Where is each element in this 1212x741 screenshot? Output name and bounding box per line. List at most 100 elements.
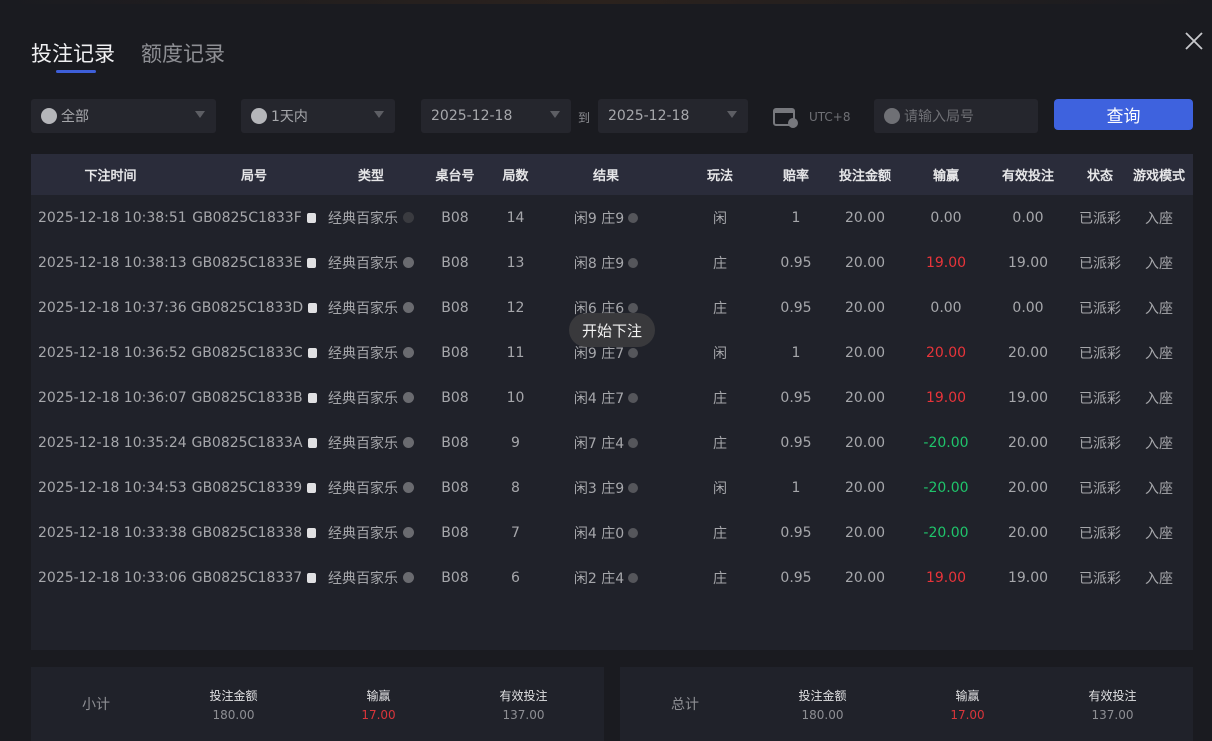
cell-game-type: 经典百家乐 (318, 478, 424, 498)
win-loss-text: -20.00 (923, 434, 969, 451)
copy-icon[interactable] (307, 572, 317, 583)
round-id-text: GB0825C1833E (191, 254, 303, 271)
table-no-text: B08 (441, 254, 469, 271)
win-loss-text: 20.00 (925, 344, 967, 361)
info-icon[interactable] (628, 257, 639, 268)
cell-game-type: 经典百家乐 (318, 388, 424, 408)
video-icon[interactable] (403, 257, 414, 268)
subtotal-bet-label: 投注金额 (209, 688, 258, 703)
video-icon[interactable] (403, 212, 414, 223)
cell-game-mode: 入座 (1125, 433, 1193, 453)
win-loss-text: 0.00 (930, 299, 962, 316)
cell-table-no: B08 (424, 300, 486, 316)
result-text: 闲3 庄9 (573, 480, 625, 497)
cell-win-loss: -20.00 (911, 525, 981, 541)
video-icon[interactable] (403, 482, 414, 493)
header-round-id: 局号 (240, 169, 267, 184)
result-text: 闲4 庄7 (573, 390, 625, 407)
cell-status: 已派彩 (1075, 478, 1125, 498)
round-count-text: 11 (506, 344, 525, 361)
info-icon[interactable] (628, 302, 639, 313)
cell-table-no: B08 (424, 480, 486, 496)
copy-icon[interactable] (307, 347, 317, 358)
cell-odds: 0.95 (773, 435, 819, 451)
to-label: 到 (578, 111, 591, 125)
copy-icon[interactable] (306, 212, 316, 223)
valid-bet-text: 0.00 (1012, 209, 1044, 226)
info-icon[interactable] (628, 482, 639, 493)
round-count-text: 13 (506, 254, 525, 271)
header-win-loss: 输赢 (932, 169, 959, 184)
video-icon[interactable] (403, 437, 414, 448)
total-win: 17.00 (950, 707, 985, 722)
cell-game-type: 经典百家乐 (318, 568, 424, 588)
video-icon[interactable] (403, 347, 414, 358)
info-icon[interactable] (628, 437, 639, 448)
timezone[interactable]: UTC+8 (773, 106, 850, 128)
cell-bet-type: 庄 (667, 568, 773, 588)
odds-text: 0.95 (780, 434, 812, 451)
cell-odds: 0.95 (773, 390, 819, 406)
copy-icon[interactable] (307, 257, 317, 268)
game-type-text: 经典百家乐 (328, 255, 398, 272)
cell-odds: 1 (773, 480, 819, 496)
bet-amount-text: 20.00 (844, 299, 886, 316)
copy-icon[interactable] (308, 302, 318, 313)
copy-icon[interactable] (307, 482, 317, 493)
cell-result: 闲8 庄9 (545, 253, 667, 273)
cell-game-mode: 入座 (1125, 478, 1193, 498)
info-icon[interactable] (628, 527, 639, 538)
cell-game-type: 经典百家乐 (318, 433, 424, 453)
odds-text: 0.95 (780, 524, 812, 541)
cell-status: 已派彩 (1075, 253, 1125, 273)
video-icon[interactable] (403, 302, 414, 313)
cell-table-no: B08 (424, 210, 486, 226)
game-select[interactable]: 全部 (31, 99, 216, 133)
cell-table-no: B08 (424, 255, 486, 271)
bet-time-text: 2025-12-18 10:38:51 (38, 209, 187, 226)
query-button[interactable]: 查询 (1054, 99, 1193, 130)
status-text: 已派彩 (1079, 525, 1121, 542)
tab-credit-records[interactable]: 额度记录 (141, 42, 225, 66)
round-number-input[interactable]: 请输入局号 (874, 99, 1038, 133)
date-to-picker[interactable]: 2025-12-18 (598, 99, 748, 133)
cell-bet-type: 庄 (667, 523, 773, 543)
cell-bet-type: 闲 (667, 208, 773, 228)
round-count-text: 14 (506, 209, 525, 226)
cell-game-type: 经典百家乐 (318, 208, 424, 228)
video-icon[interactable] (403, 392, 414, 403)
status-text: 已派彩 (1079, 570, 1121, 587)
round-count-text: 8 (511, 479, 520, 496)
round-icon (884, 108, 900, 124)
date-from-picker[interactable]: 2025-12-18 (421, 99, 571, 133)
table-row: 2025-12-18 10:33:06 GB0825C18337 经典百家乐 B08 6… (31, 555, 1193, 600)
cell-valid-bet: 20.00 (981, 435, 1075, 451)
tab-bet-records[interactable]: 投注记录 (31, 38, 115, 73)
cell-bet-type: 庄 (667, 298, 773, 318)
valid-bet-text: 20.00 (1007, 434, 1049, 451)
table-row: 2025-12-18 10:38:51 GB0825C1833F 经典百家乐 B08 1… (31, 195, 1193, 240)
cell-bet-time: 2025-12-18 10:33:38 (31, 525, 190, 541)
status-text: 已派彩 (1079, 345, 1121, 362)
cell-round-id: GB0825C1833D (190, 300, 318, 316)
video-icon[interactable] (403, 527, 414, 538)
info-icon[interactable] (628, 392, 639, 403)
cell-game-mode: 入座 (1125, 253, 1193, 273)
cell-status: 已派彩 (1075, 523, 1125, 543)
copy-icon[interactable] (307, 437, 317, 448)
info-icon[interactable] (628, 212, 639, 223)
copy-icon[interactable] (307, 527, 317, 538)
cell-bet-time: 2025-12-18 10:33:06 (31, 570, 190, 586)
info-icon[interactable] (628, 572, 639, 583)
valid-bet-text: 20.00 (1007, 524, 1049, 541)
valid-bet-text: 20.00 (1007, 479, 1049, 496)
spade-icon (41, 108, 57, 124)
close-icon[interactable] (1183, 30, 1205, 52)
info-icon[interactable] (628, 347, 639, 358)
cell-status: 已派彩 (1075, 433, 1125, 453)
bet-amount-text: 20.00 (844, 254, 886, 271)
period-select[interactable]: 1天内 (241, 99, 395, 133)
table-no-text: B08 (441, 299, 469, 316)
copy-icon[interactable] (307, 392, 317, 403)
video-icon[interactable] (403, 572, 414, 583)
